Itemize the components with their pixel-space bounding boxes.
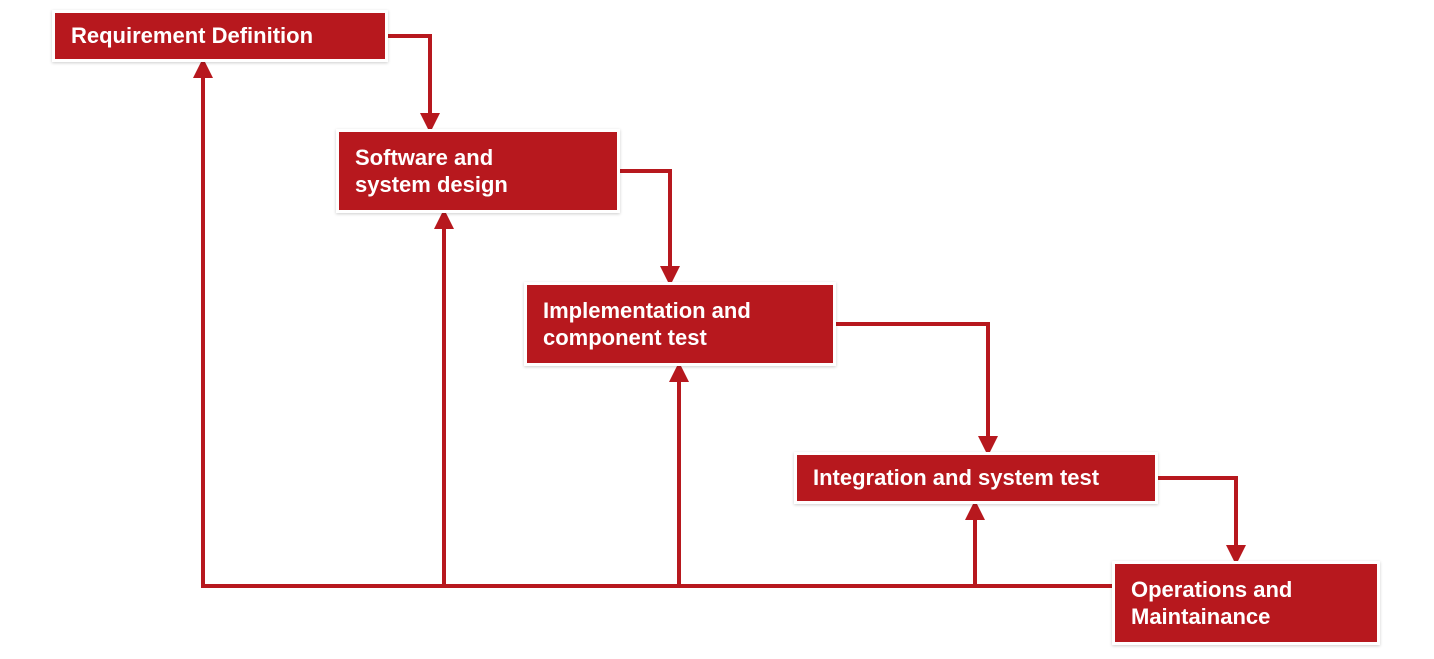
flow-node-n4: Integration and system test (794, 452, 1158, 504)
flow-node-label: Software and system design (355, 144, 508, 199)
flow-node-n3: Implementation and component test (524, 282, 836, 366)
waterfall-flowchart: Requirement Definition Software and syste… (0, 0, 1434, 659)
flow-node-label: Requirement Definition (71, 22, 313, 50)
flow-node-n2: Software and system design (336, 129, 620, 213)
flow-node-n5: Operations and Maintainance (1112, 561, 1380, 645)
flow-node-label: Integration and system test (813, 464, 1099, 492)
flow-node-n1: Requirement Definition (52, 10, 388, 62)
flow-node-label: Operations and Maintainance (1131, 576, 1292, 631)
flow-node-label: Implementation and component test (543, 297, 751, 352)
